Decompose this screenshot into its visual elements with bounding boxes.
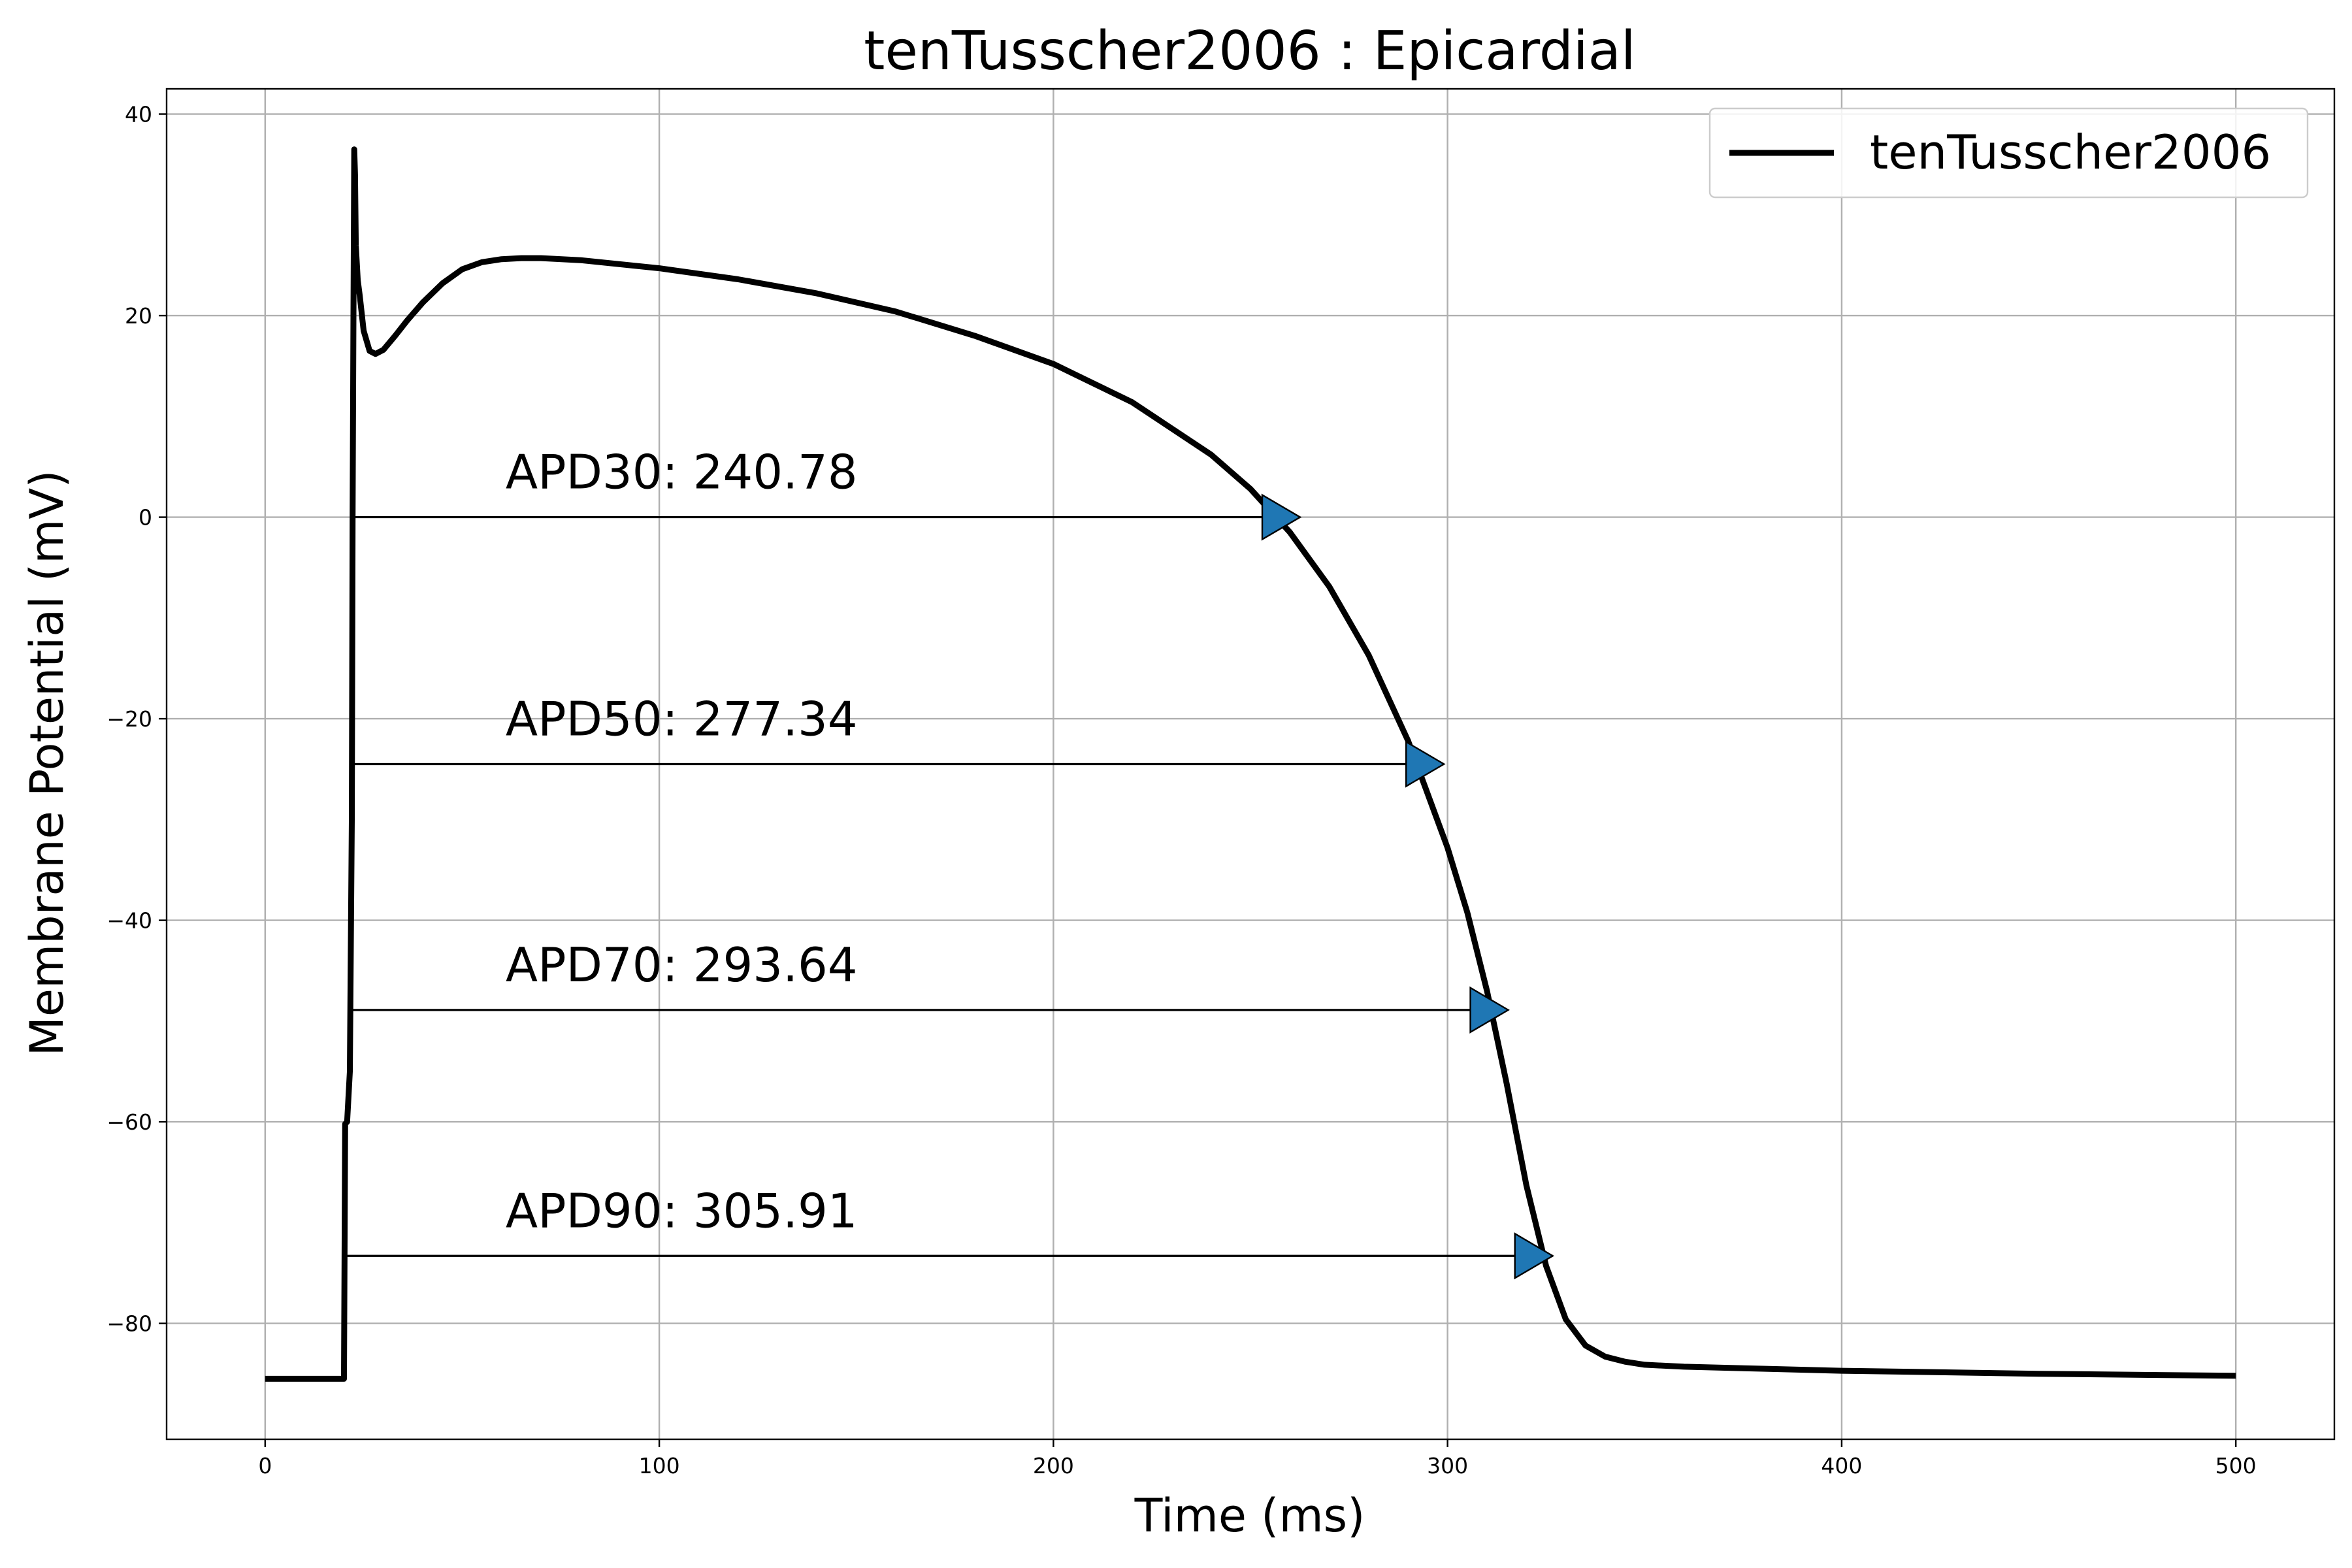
series-line: [265, 146, 2236, 1382]
apd-label: APD90: 305.91: [506, 1183, 858, 1238]
axis-ticks: 0 100 200 300 400 500 −80 −60 −40 −20 0 20 40: [106, 102, 2256, 1478]
apd-marker: [1514, 1232, 1555, 1280]
x-tick-label: 300: [1427, 1453, 1468, 1478]
y-axis-title: Membrane Potential (mV): [20, 470, 74, 1056]
apd-label: APD30: 240.78: [506, 445, 858, 500]
y-tick-label: −40: [106, 908, 152, 934]
y-tick-label: −20: [106, 706, 152, 732]
apd-annotation-lines: [347, 515, 1553, 1257]
x-tick-label: 0: [258, 1453, 272, 1478]
x-tick-label: 200: [1033, 1453, 1074, 1478]
x-tick-label: 500: [2215, 1453, 2257, 1478]
y-tick-label: −60: [106, 1109, 152, 1135]
apd-markers: [1261, 493, 1555, 1280]
chart-title: tenTusscher2006 : Epicardial: [864, 20, 1635, 82]
apd-marker: [1261, 493, 1302, 541]
x-axis-title: Time (ms): [1134, 1489, 1365, 1543]
legend: tenTusscher2006: [1708, 107, 2309, 199]
apd-label: APD50: 277.34: [506, 692, 858, 747]
x-tick-label: 400: [1821, 1453, 1862, 1478]
legend-label: tenTusscher2006: [1870, 125, 2271, 180]
apd-marker: [1405, 740, 1446, 788]
apd-annotation-labels: APD30: 240.78 APD50: 277.34 APD70: 293.64 A…: [506, 445, 858, 1239]
apd-marker: [1469, 986, 1510, 1034]
apd-label: APD70: 293.64: [506, 938, 858, 992]
y-tick-label: 0: [139, 505, 152, 531]
legend-box: [1708, 107, 2309, 199]
plot-area-frame: [165, 88, 2336, 1441]
y-tick-label: −80: [106, 1311, 152, 1337]
y-tick-label: 20: [125, 303, 152, 329]
x-tick-label: 100: [639, 1453, 680, 1478]
y-tick-label: 40: [125, 102, 152, 127]
series-lines: [265, 146, 2236, 1382]
